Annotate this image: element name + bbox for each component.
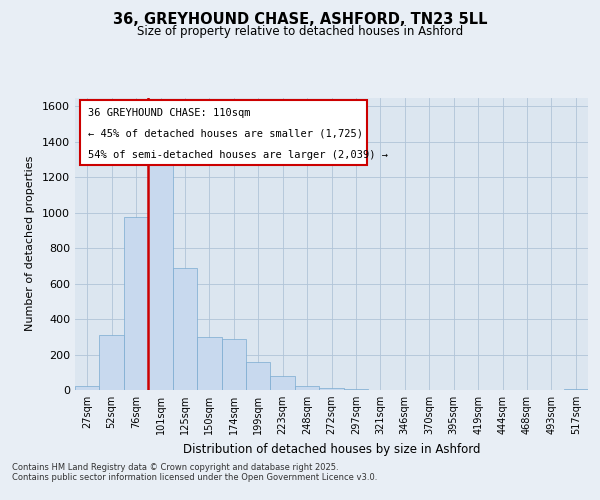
Y-axis label: Number of detached properties: Number of detached properties <box>25 156 35 332</box>
Bar <box>221 338 246 390</box>
Bar <box>75 386 100 390</box>
Bar <box>271 376 295 390</box>
Bar <box>148 124 173 390</box>
FancyBboxPatch shape <box>80 100 367 165</box>
Bar <box>563 389 588 390</box>
Bar <box>100 335 124 390</box>
Text: 54% of semi-detached houses are larger (2,039) →: 54% of semi-detached houses are larger (… <box>88 150 388 160</box>
Bar <box>173 268 197 390</box>
Text: Contains public sector information licensed under the Open Government Licence v3: Contains public sector information licen… <box>12 474 377 482</box>
X-axis label: Distribution of detached houses by size in Ashford: Distribution of detached houses by size … <box>183 442 480 456</box>
Text: 36 GREYHOUND CHASE: 110sqm: 36 GREYHOUND CHASE: 110sqm <box>88 108 250 118</box>
Bar <box>295 386 319 390</box>
Bar <box>197 337 221 390</box>
Bar <box>124 217 148 390</box>
Bar <box>319 388 344 390</box>
Bar <box>344 389 368 390</box>
Text: 36, GREYHOUND CHASE, ASHFORD, TN23 5LL: 36, GREYHOUND CHASE, ASHFORD, TN23 5LL <box>113 12 487 28</box>
Bar <box>246 362 271 390</box>
Text: Contains HM Land Registry data © Crown copyright and database right 2025.: Contains HM Land Registry data © Crown c… <box>12 462 338 471</box>
Text: ← 45% of detached houses are smaller (1,725): ← 45% of detached houses are smaller (1,… <box>88 129 363 139</box>
Text: Size of property relative to detached houses in Ashford: Size of property relative to detached ho… <box>137 25 463 38</box>
